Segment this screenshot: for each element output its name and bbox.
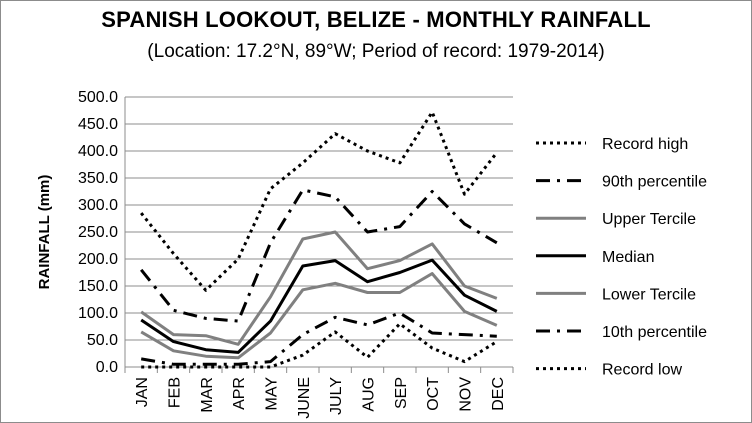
- y-tick-label: 50.0: [87, 332, 118, 349]
- legend: Record high 90th percentile Upper Tercile M…: [536, 136, 707, 379]
- x-tick-label: FEB: [167, 377, 184, 408]
- series-line-upper-tercile: [140, 230, 498, 346]
- x-tick-label: JULY: [328, 377, 345, 415]
- legend-label-record-low: Record low: [602, 362, 682, 379]
- x-tick-label: SEP: [393, 377, 410, 409]
- series-line-record-low: [141, 322, 498, 369]
- y-tick-label: 500.0: [78, 89, 118, 106]
- x-tick-label: AUG: [361, 377, 378, 412]
- x-tick-label: MAR: [199, 377, 216, 413]
- legend-label-upper-tercile: Upper Tercile: [602, 211, 696, 228]
- x-tick-label: APR: [231, 377, 248, 410]
- x-tick-label: JAN: [134, 377, 151, 407]
- x-tick-label: JUNE: [296, 377, 313, 419]
- x-axis-ticks: JAN FEB MAR APR MAY JUNE JULY AUG SEP OCT NOV DEC: [134, 377, 507, 419]
- y-tick-label: 150.0: [78, 278, 118, 295]
- legend-label-90th-percentile: 90th percentile: [602, 174, 707, 191]
- series-line-record-high: [140, 110, 498, 292]
- series-line-10th-percentile: [140, 311, 497, 366]
- legend-label-median: Median: [602, 249, 654, 266]
- y-tick-label: 300.0: [78, 197, 118, 214]
- series-line-90th-percentile: [140, 188, 498, 323]
- y-tick-label: 450.0: [78, 116, 118, 133]
- series-line-median: [140, 258, 498, 354]
- chart-title: SPANISH LOOKOUT, BELIZE - MONTHLY RAINFA…: [101, 7, 651, 32]
- legend-label-10th-percentile: 10th percentile: [602, 324, 707, 341]
- x-tick-label: OCT: [425, 377, 442, 411]
- y-tick-label: 200.0: [78, 251, 118, 268]
- y-tick-label: 400.0: [78, 143, 118, 160]
- y-axis-ticks: 0.0 50.0 100.0 150.0 200.0 250.0 300.0 350.0 400…: [78, 89, 118, 376]
- y-axis-label: RAINFALL (mm): [36, 175, 53, 290]
- legend-label-lower-tercile: Lower Tercile: [602, 286, 696, 303]
- y-tick-label: 100.0: [78, 305, 118, 322]
- x-tick-label: NOV: [458, 377, 475, 412]
- y-tick-label: 350.0: [78, 170, 118, 187]
- y-tick-label: 0.0: [96, 359, 118, 376]
- legend-label-record-high: Record high: [602, 136, 688, 153]
- y-tick-label: 250.0: [78, 224, 118, 241]
- series-line-lower-tercile: [140, 272, 498, 360]
- x-tick-label: DEC: [490, 377, 507, 411]
- x-tick-label: MAY: [264, 377, 281, 411]
- series-lines: [140, 110, 498, 369]
- chart-subtitle: (Location: 17.2°N, 89°W; Period of recor…: [147, 41, 605, 62]
- gridlines: [124, 96, 514, 373]
